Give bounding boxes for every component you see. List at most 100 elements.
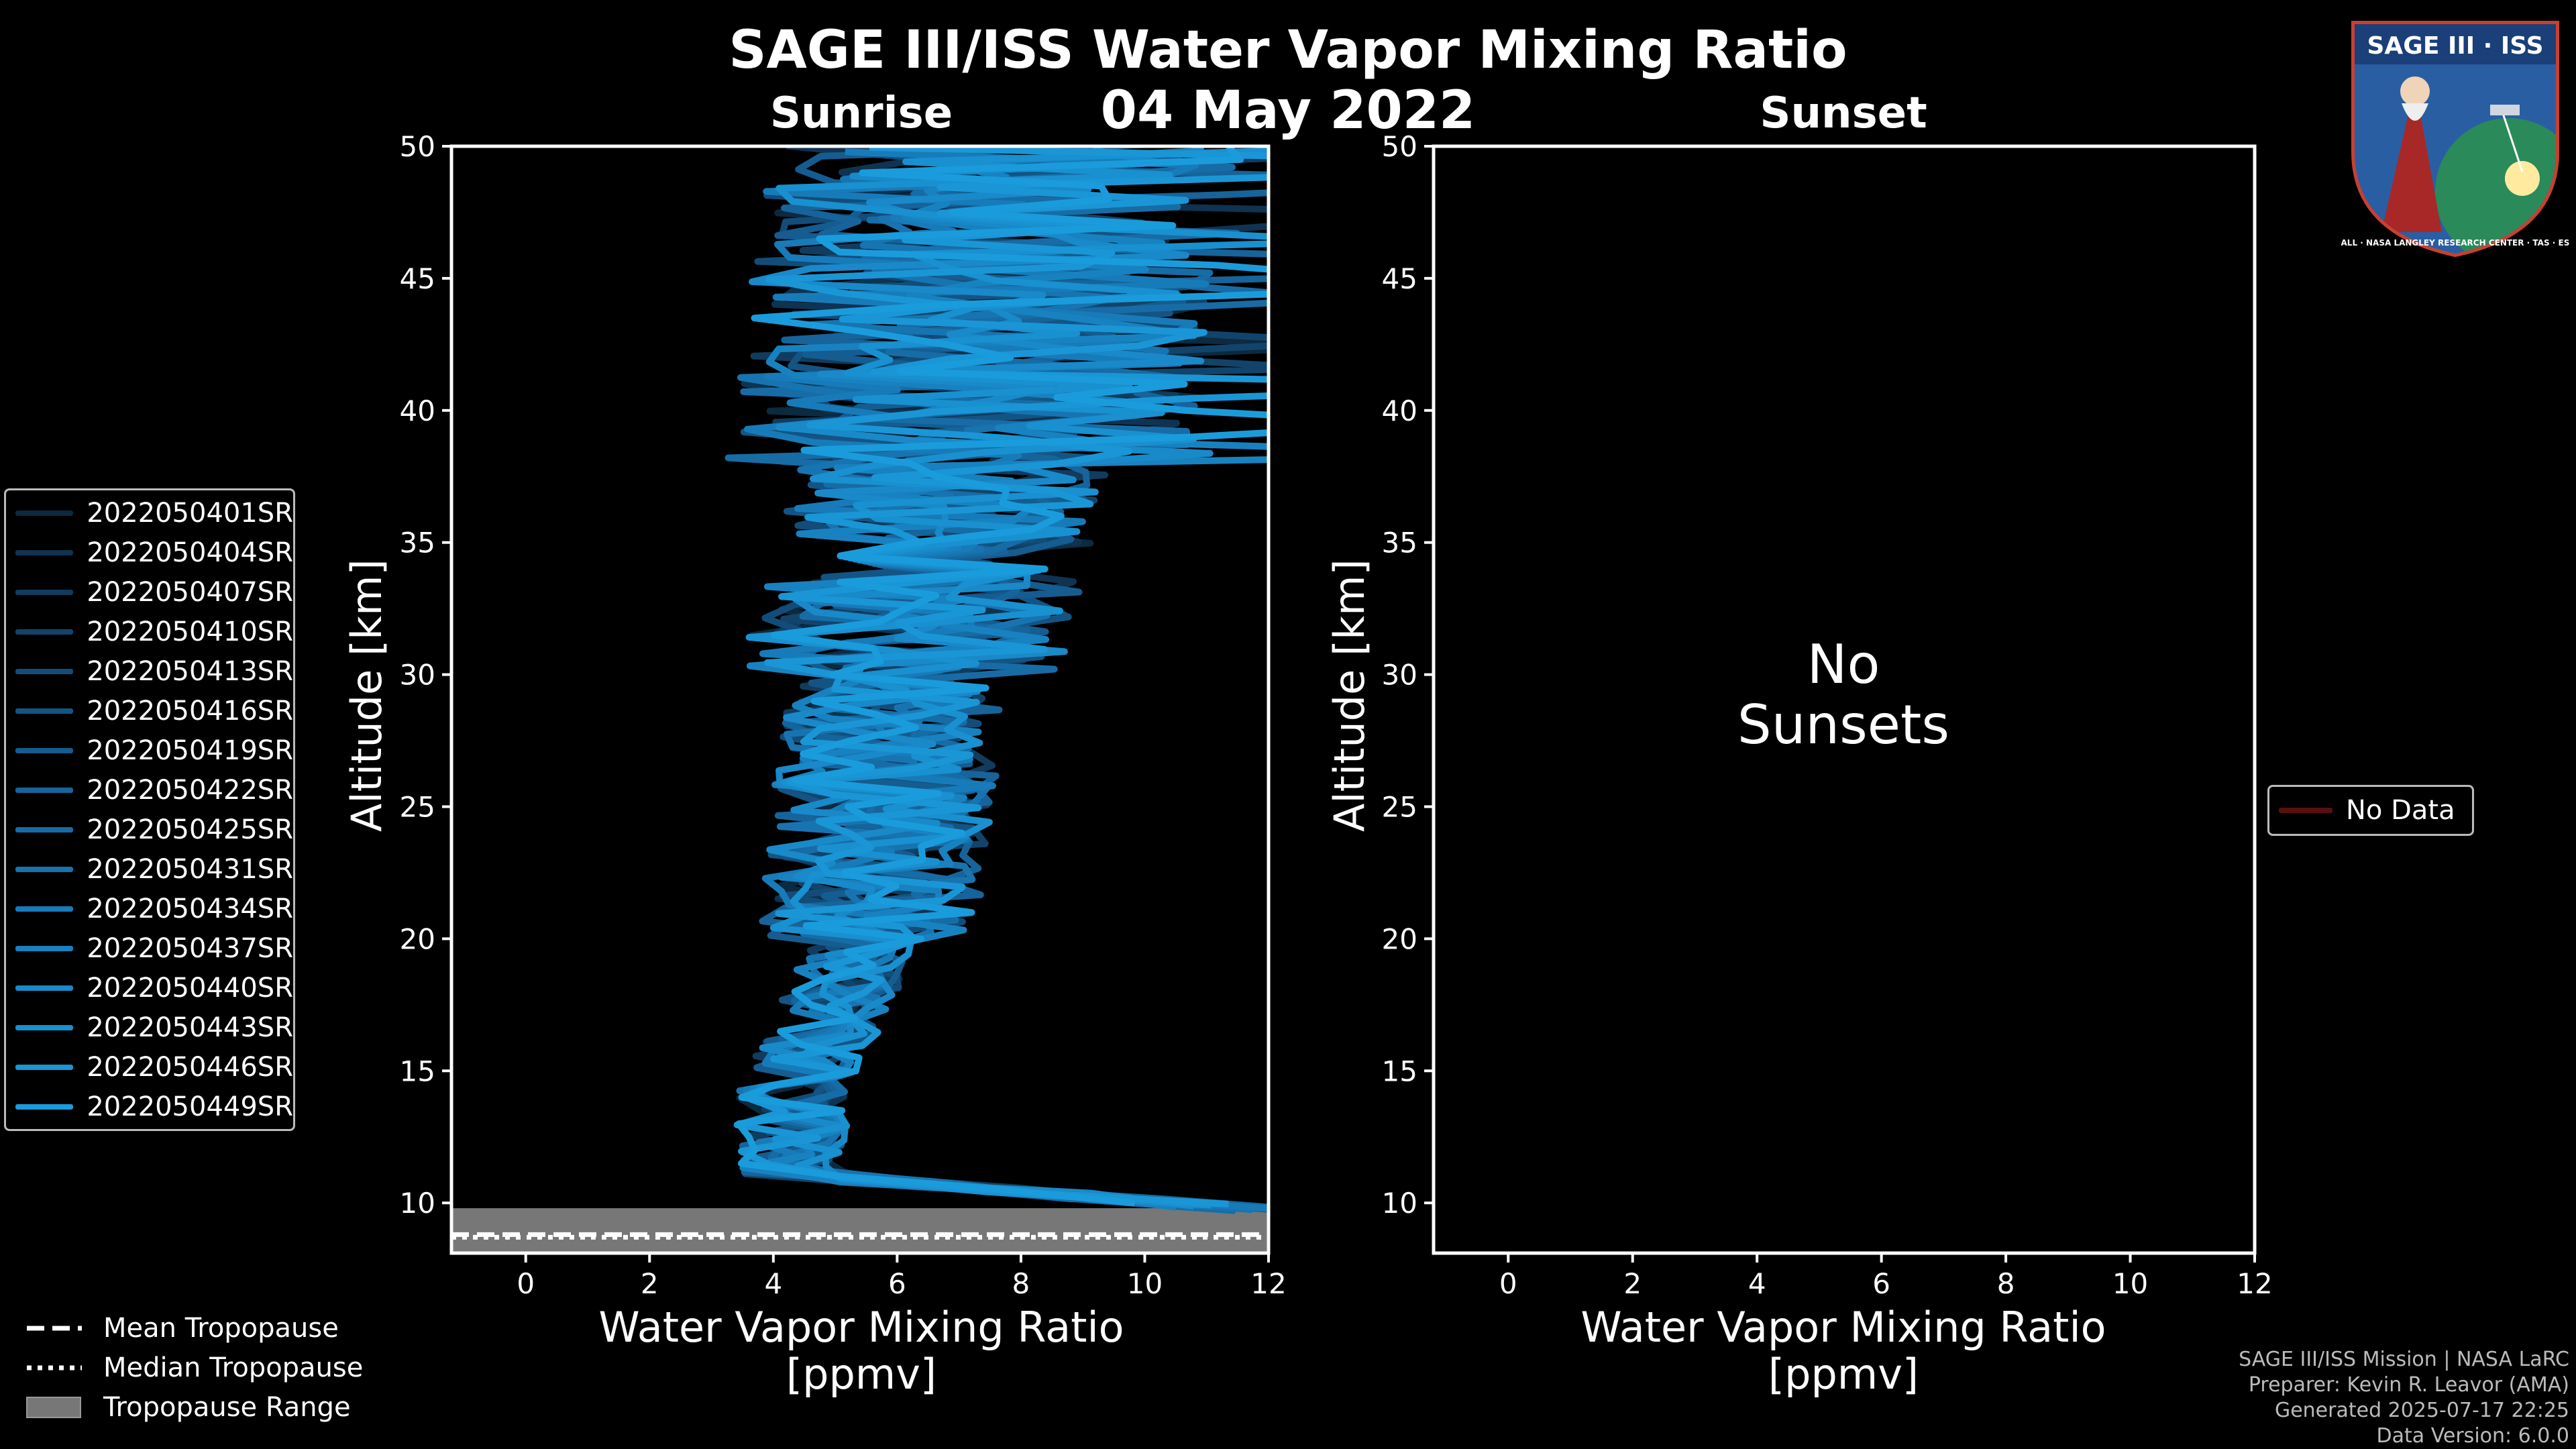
sunset-axes: 0 2 4 6 8 10 12 10 15 20 25 30 35 40 45 50 xyxy=(1382,130,2273,1300)
sunrise-ytick-label: 20 xyxy=(400,922,435,955)
sunrise-plot-frame xyxy=(449,144,1271,1255)
legend-label-2022050404SR: 2022050404SR xyxy=(87,537,293,568)
legend-swatch-2022050434SR xyxy=(15,906,74,912)
legend-entry-2022050410SR: 2022050410SR xyxy=(6,612,293,651)
sunset-panel-title: Sunset xyxy=(1760,89,1927,138)
legend-entry-2022050431SR: 2022050431SR xyxy=(6,849,293,889)
logo-ring-text: BALL · NASA LANGLEY RESEARCH CENTER · TA… xyxy=(2341,238,2569,248)
chart-title: SAGE III/ISS Water Vapor Mixing Ratio xyxy=(729,20,1847,80)
sunrise-profiles xyxy=(451,146,1269,1253)
legend-label-2022050425SR: 2022050425SR xyxy=(87,814,293,845)
sunrise-xtick-label: 10 xyxy=(1127,1267,1163,1300)
chart-date: 04 May 2022 xyxy=(1100,80,1476,141)
sunset-xlabel-line2: [ppmv] xyxy=(1768,1350,1919,1399)
legend-label-2022050440SR: 2022050440SR xyxy=(87,972,293,1004)
legend-entry-2022050440SR: 2022050440SR xyxy=(6,968,293,1008)
legend-label-2022050407SR: 2022050407SR xyxy=(87,576,293,608)
credits-generated: Generated 2025-07-17 22:25 xyxy=(2274,1399,2569,1422)
legend-swatch-2022050419SR xyxy=(15,747,74,753)
sunrise-xtick-label: 6 xyxy=(888,1267,906,1300)
legend-label-2022050401SR: 2022050401SR xyxy=(87,497,293,529)
sunset-ytick-label: 50 xyxy=(1382,130,1417,163)
legend-label-2022050431SR: 2022050431SR xyxy=(87,853,293,885)
sunset-xlabel-line1: Water Vapor Mixing Ratio xyxy=(1580,1303,2106,1352)
credits-preparer: Preparer: Kevin R. Leavor (AMA) xyxy=(2248,1373,2569,1397)
sunrise-ytick-label: 25 xyxy=(400,790,435,823)
legend-swatch-2022050410SR xyxy=(15,629,74,635)
legend-label-2022050413SR: 2022050413SR xyxy=(87,655,293,687)
sunrise-xtick-label: 4 xyxy=(764,1267,782,1300)
sunrise-xtick-label: 2 xyxy=(641,1267,659,1300)
legend-entry-2022050413SR: 2022050413SR xyxy=(6,651,293,691)
legend-entry-2022050449SR: 2022050449SR xyxy=(6,1087,293,1126)
legend-entry-2022050419SR: 2022050419SR xyxy=(6,731,293,770)
sage-iss-logo: SAGE III · ISS BALL · NASA LANGLEY RESEA… xyxy=(2341,21,2569,258)
median-tropopause-swatch xyxy=(27,1365,82,1370)
legend-label-2022050434SR: 2022050434SR xyxy=(87,893,293,924)
legend-swatch-2022050443SR xyxy=(15,1024,74,1030)
legend-label-2022050446SR: 2022050446SR xyxy=(87,1051,293,1083)
sunrise-xtick-label: 0 xyxy=(517,1267,535,1300)
legend-label-2022050422SR: 2022050422SR xyxy=(87,774,293,806)
sunrise-ytick-label: 35 xyxy=(400,527,435,559)
legend-entry-2022050404SR: 2022050404SR xyxy=(6,533,293,572)
no-sunsets-message: No Sunsets xyxy=(1642,635,2045,755)
legend-label-2022050443SR: 2022050443SR xyxy=(87,1012,293,1043)
sunset-ytick-label: 45 xyxy=(1382,262,1417,295)
sunset-ytick-label: 35 xyxy=(1382,527,1417,559)
legend-label-median-tropopause: Median Tropopause xyxy=(103,1352,364,1383)
sunset-ytick-label: 10 xyxy=(1382,1187,1417,1220)
sunset-ytick-label: 40 xyxy=(1382,394,1417,427)
legend-swatch-2022050413SR xyxy=(15,668,74,674)
credits: SAGE III/ISS Mission | NASA LaRC Prepare… xyxy=(2239,1347,2569,1449)
legend-swatch-2022050404SR xyxy=(15,549,74,555)
sunset-xtick-label: 8 xyxy=(1997,1267,2015,1300)
legend-entry-2022050425SR: 2022050425SR xyxy=(6,810,293,849)
sunrise-ytick-label: 50 xyxy=(400,130,435,163)
legend-label-2022050410SR: 2022050410SR xyxy=(87,616,293,647)
legend-swatch-2022050440SR xyxy=(15,985,74,991)
legend-entry-2022050407SR: 2022050407SR xyxy=(6,572,293,612)
legend-swatch-2022050437SR xyxy=(15,945,74,951)
sunset-xtick-label: 10 xyxy=(2112,1267,2148,1300)
legend-entry-no-data: No Data xyxy=(2269,787,2472,834)
no-sunsets-line1: No xyxy=(1807,633,1880,696)
legend-entry-2022050443SR: 2022050443SR xyxy=(6,1008,293,1047)
sunrise-ytick-label: 15 xyxy=(400,1055,435,1087)
sunrise-ytick-label: 40 xyxy=(400,394,435,427)
sunset-ylabel: Altitude [km] xyxy=(1325,559,1374,832)
sunrise-ytick-label: 10 xyxy=(400,1187,435,1220)
sunrise-xtick-label: 12 xyxy=(1250,1267,1286,1300)
sunset-xtick-label: 2 xyxy=(1623,1267,1642,1300)
legend-entry-2022050437SR: 2022050437SR xyxy=(6,928,293,968)
legend-swatch-no-data xyxy=(2279,808,2332,813)
legend-swatch-2022050425SR xyxy=(15,826,74,833)
credits-version: Data Version: 6.0.0 xyxy=(2376,1424,2569,1448)
no-sunsets-line2: Sunsets xyxy=(1737,694,1950,756)
sunrise-xlabel-line2: [ppmv] xyxy=(786,1350,937,1399)
sunset-legend: No Data xyxy=(2267,785,2474,836)
legend-swatch-2022050431SR xyxy=(15,866,74,872)
sunset-ytick-label: 30 xyxy=(1382,659,1417,692)
sunset-xtick-label: 0 xyxy=(1499,1267,1517,1300)
sunset-ytick-label: 25 xyxy=(1382,790,1417,823)
sunrise-ytick-label: 30 xyxy=(400,659,435,692)
legend-swatch-2022050446SR xyxy=(15,1064,74,1070)
legend-entry-2022050401SR: 2022050401SR xyxy=(6,493,293,533)
sunrise-xlabel: Water Vapor Mixing Ratio [ppmv] xyxy=(392,1304,1331,1398)
sunrise-xlabel-line1: Water Vapor Mixing Ratio xyxy=(598,1303,1124,1352)
legend-swatch-2022050407SR xyxy=(15,589,74,595)
tropopause-range-swatch xyxy=(26,1396,81,1418)
legend-entry-2022050416SR: 2022050416SR xyxy=(6,691,293,731)
sunrise-tropopause xyxy=(451,1232,1269,1240)
legend-entry-tropopause-range: Tropopause Range xyxy=(24,1387,363,1427)
legend-entry-2022050446SR: 2022050446SR xyxy=(6,1047,293,1087)
tropopause-legend: Mean Tropopause Median Tropopause Tropop… xyxy=(24,1308,363,1427)
legend-swatch-2022050422SR xyxy=(15,787,74,793)
legend-label-2022050419SR: 2022050419SR xyxy=(87,735,293,766)
sunrise-ytick-label: 45 xyxy=(400,262,435,295)
sunrise-ylabel: Altitude [km] xyxy=(342,559,391,832)
legend-label-2022050416SR: 2022050416SR xyxy=(87,695,293,727)
legend-label-tropopause-range: Tropopause Range xyxy=(103,1391,351,1423)
